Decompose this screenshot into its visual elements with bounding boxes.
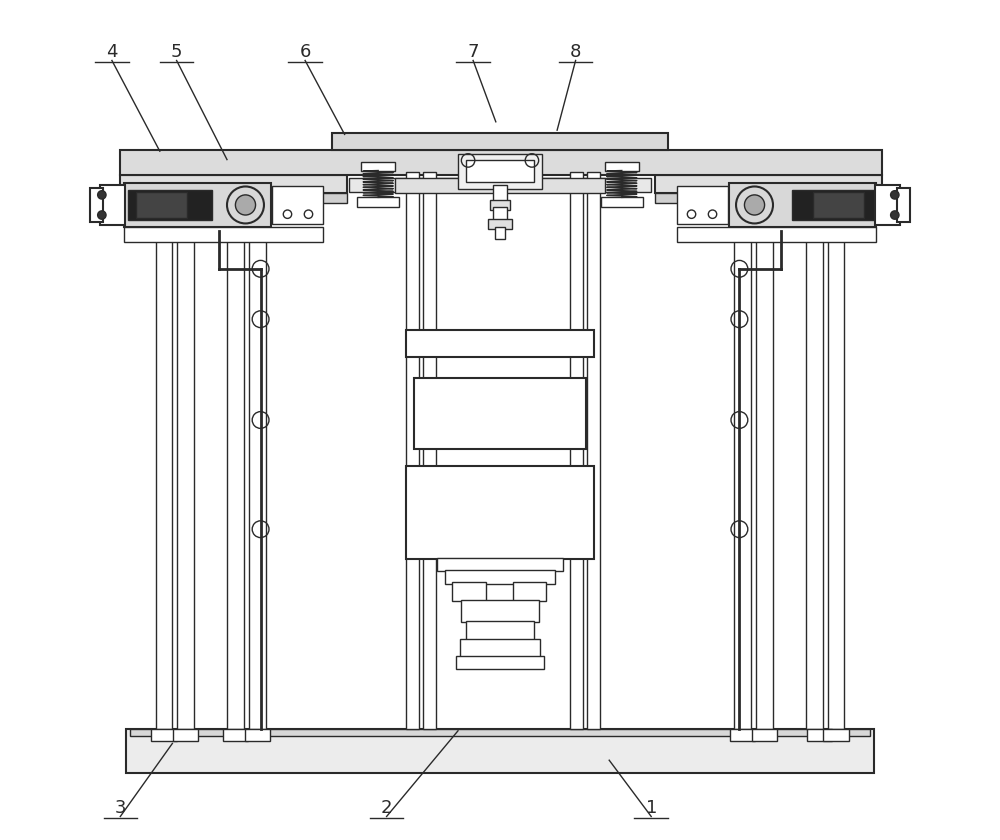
Bar — [227, 193, 244, 729]
Bar — [461, 600, 539, 622]
Bar — [466, 621, 534, 641]
Bar — [460, 639, 540, 658]
Bar — [655, 193, 882, 203]
Text: 2: 2 — [381, 799, 392, 817]
Text: 8: 8 — [570, 43, 581, 61]
Bar — [752, 729, 777, 741]
Bar — [406, 330, 594, 357]
Bar — [136, 192, 187, 218]
Bar — [714, 203, 731, 213]
Bar — [729, 183, 876, 227]
Bar — [875, 185, 900, 225]
Bar — [458, 154, 542, 189]
Bar — [124, 227, 323, 242]
Bar — [513, 582, 546, 601]
Bar — [730, 729, 755, 741]
Bar — [361, 162, 395, 171]
Bar — [792, 190, 876, 220]
Bar — [332, 133, 668, 150]
Bar — [802, 203, 819, 213]
Bar — [272, 186, 323, 224]
Circle shape — [98, 191, 106, 199]
Bar — [605, 162, 639, 171]
Bar — [601, 197, 643, 207]
Bar — [357, 197, 399, 207]
Bar — [655, 175, 882, 193]
Bar — [124, 183, 271, 227]
Circle shape — [891, 191, 899, 199]
Bar — [570, 172, 583, 729]
Circle shape — [235, 195, 256, 215]
Bar — [406, 466, 594, 559]
Bar — [245, 729, 270, 741]
Bar — [744, 203, 760, 213]
Bar — [823, 729, 849, 741]
Bar — [248, 203, 265, 213]
Bar — [437, 558, 563, 571]
Bar — [120, 175, 347, 193]
Bar — [466, 160, 534, 182]
Bar — [156, 193, 172, 729]
Bar — [90, 188, 103, 222]
Bar — [126, 729, 874, 773]
Text: 3: 3 — [115, 799, 126, 817]
Text: 1: 1 — [646, 799, 657, 817]
Bar — [773, 203, 790, 213]
Bar — [249, 193, 266, 729]
Bar — [349, 178, 651, 192]
Bar — [120, 150, 882, 175]
Bar — [813, 192, 864, 218]
Circle shape — [98, 211, 106, 219]
Bar — [223, 729, 248, 741]
Circle shape — [891, 211, 899, 219]
Bar — [897, 188, 910, 222]
Text: 7: 7 — [467, 43, 479, 61]
Bar — [587, 172, 600, 729]
Circle shape — [744, 195, 765, 215]
Bar — [756, 193, 773, 729]
Bar — [395, 178, 605, 193]
Bar — [100, 185, 125, 225]
Bar — [488, 219, 512, 229]
Bar — [177, 193, 194, 729]
Bar — [677, 227, 876, 242]
Bar — [151, 729, 177, 741]
Bar — [120, 193, 347, 203]
Bar — [734, 193, 751, 729]
Bar — [130, 203, 147, 213]
Bar — [128, 190, 212, 220]
Bar — [828, 193, 844, 729]
Bar — [452, 582, 486, 601]
Bar — [219, 203, 235, 213]
Bar — [414, 378, 586, 449]
Bar — [445, 570, 555, 584]
Bar — [806, 193, 823, 729]
Bar — [493, 185, 507, 202]
Bar — [685, 203, 702, 213]
Bar — [495, 227, 505, 239]
Text: 6: 6 — [299, 43, 311, 61]
Bar — [406, 172, 419, 729]
Bar — [423, 172, 436, 729]
Bar — [173, 729, 198, 741]
Bar — [807, 729, 832, 741]
Text: 4: 4 — [106, 43, 118, 61]
Bar — [189, 203, 206, 213]
Bar — [160, 203, 177, 213]
Bar — [677, 186, 728, 224]
Bar — [456, 656, 544, 669]
Text: 5: 5 — [171, 43, 182, 61]
Bar — [490, 200, 510, 210]
Bar — [493, 207, 507, 223]
Bar — [130, 729, 870, 736]
